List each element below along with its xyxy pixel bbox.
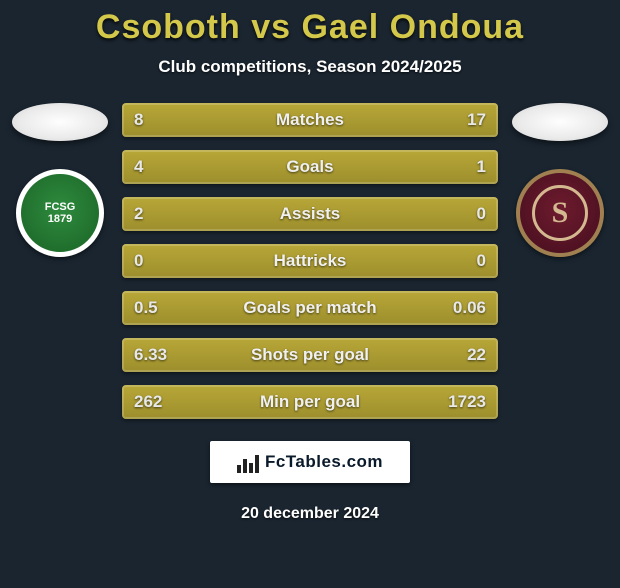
stat-label: Hattricks (184, 251, 436, 271)
stat-left-value: 4 (134, 157, 184, 177)
stat-right-value: 0.06 (436, 298, 486, 318)
stat-label: Matches (184, 110, 436, 130)
page-title: Csoboth vs Gael Ondoua (0, 8, 620, 47)
stat-label: Goals (184, 157, 436, 177)
right-player-avatar (512, 103, 608, 141)
stat-left-value: 0.5 (134, 298, 184, 318)
stat-right-value: 0 (436, 251, 486, 271)
stat-right-value: 22 (436, 345, 486, 365)
right-club-letter: S (532, 185, 588, 241)
right-side: S (506, 103, 614, 257)
stat-row: 0Hattricks0 (122, 244, 498, 278)
brand-badge: FcTables.com (210, 441, 410, 483)
stat-right-value: 17 (436, 110, 486, 130)
stat-row: 262Min per goal1723 (122, 385, 498, 419)
comparison-main: 8Matches174Goals12Assists00Hattricks00.5… (0, 103, 620, 419)
brand-text: FcTables.com (265, 452, 383, 472)
stat-row: 4Goals1 (122, 150, 498, 184)
stat-label: Assists (184, 204, 436, 224)
snapshot-date: 20 december 2024 (0, 505, 620, 523)
bar-chart-icon (237, 451, 259, 473)
stat-left-value: 262 (134, 392, 184, 412)
stat-row: 6.33Shots per goal22 (122, 338, 498, 372)
stat-bars: 8Matches174Goals12Assists00Hattricks00.5… (122, 103, 498, 419)
stat-label: Goals per match (184, 298, 436, 318)
stat-row: 2Assists0 (122, 197, 498, 231)
stat-left-value: 2 (134, 204, 184, 224)
left-side (6, 103, 114, 257)
stat-left-value: 6.33 (134, 345, 184, 365)
stat-right-value: 1 (436, 157, 486, 177)
right-club-badge: S (516, 169, 604, 257)
stat-left-value: 0 (134, 251, 184, 271)
stat-left-value: 8 (134, 110, 184, 130)
left-club-badge (16, 169, 104, 257)
left-player-avatar (12, 103, 108, 141)
stat-right-value: 0 (436, 204, 486, 224)
stat-label: Shots per goal (184, 345, 436, 365)
stat-label: Min per goal (184, 392, 436, 412)
stat-row: 8Matches17 (122, 103, 498, 137)
stat-right-value: 1723 (436, 392, 486, 412)
stat-row: 0.5Goals per match0.06 (122, 291, 498, 325)
season-subtitle: Club competitions, Season 2024/2025 (0, 57, 620, 77)
